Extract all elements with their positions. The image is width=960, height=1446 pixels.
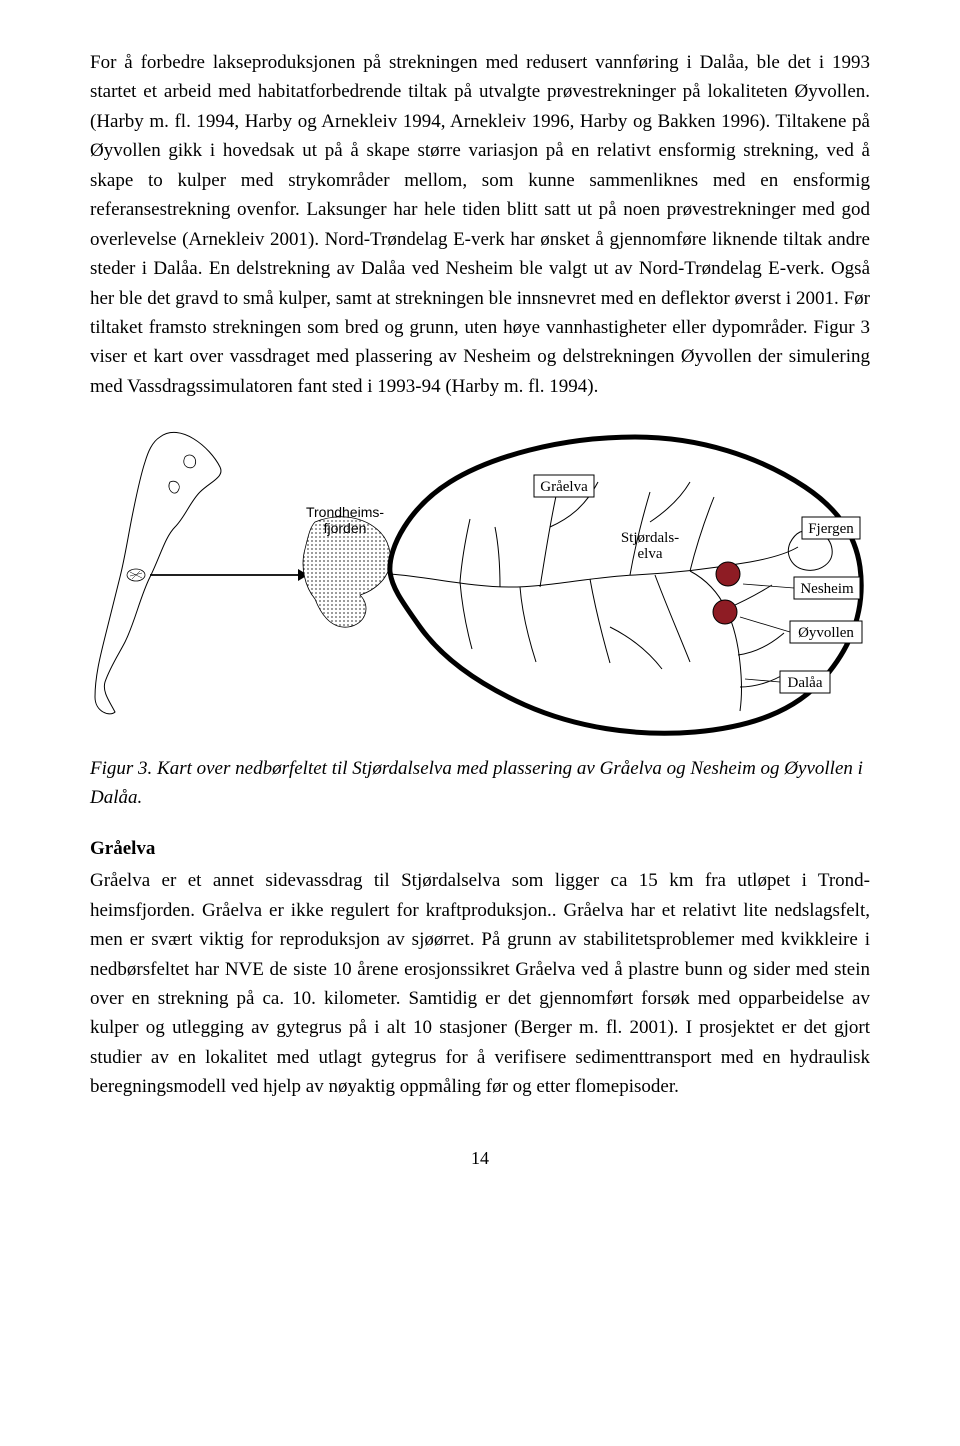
map-figure: Trondheims- fjorden [90, 427, 870, 747]
marker-nesheim [716, 562, 740, 586]
svg-text:Dalåa: Dalåa [788, 675, 823, 691]
marker-oyvollen [713, 600, 737, 624]
svg-text:fjorden: fjorden [324, 520, 367, 536]
norway-inset [95, 433, 221, 714]
svg-text:Nesheim: Nesheim [800, 581, 854, 597]
svg-text:Fjergen: Fjergen [808, 521, 854, 537]
paragraph1: For å forbedre lakseproduksjonen på stre… [90, 48, 870, 401]
map-svg: Trondheims- fjorden [90, 427, 870, 747]
figure-caption: Figur 3. Kart over nedbørfeltet til Stjø… [90, 755, 870, 812]
inset-arrow [150, 569, 308, 581]
svg-text:Øyvollen: Øyvollen [798, 625, 854, 641]
paragraph2: Gråelva er et annet sidevassdrag til Stj… [90, 866, 870, 1102]
svg-text:Gråelva: Gråelva [540, 479, 588, 495]
svg-text:Stjørdals-: Stjørdals- [621, 530, 679, 546]
subhead-graelva: Gråelva [90, 838, 870, 860]
svg-text:elva: elva [638, 546, 663, 562]
page-number: 14 [90, 1148, 870, 1169]
svg-text:Trondheims-: Trondheims- [306, 504, 384, 520]
